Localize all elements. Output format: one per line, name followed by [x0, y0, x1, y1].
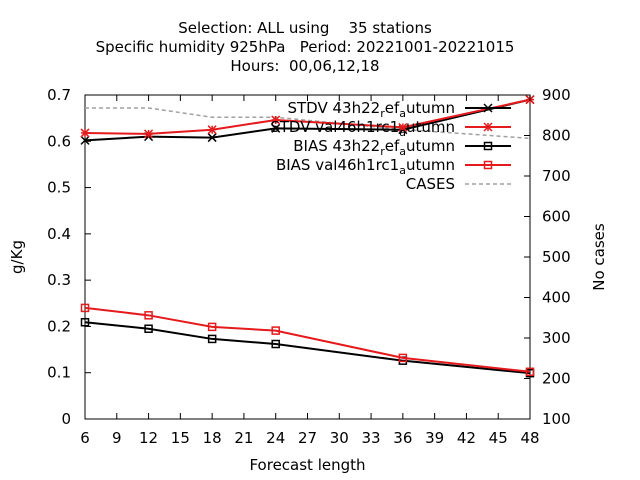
legend-label: STDV 43h22refautumn	[288, 99, 456, 120]
title-line-2: Specific humidity 925hPa Period: 2022100…	[96, 38, 515, 56]
legend-label: CASES	[406, 175, 455, 193]
axis-ticks: 6 9 12 15 18 21 24 27 30 33 36 39 42 45 48 0 0.1 0.2 0.3 0.…	[47, 86, 571, 447]
y-tick-label: 0.7	[47, 86, 71, 104]
x-tick-label: 48	[520, 429, 539, 447]
y-tick-label: 0	[61, 410, 71, 428]
data-point	[271, 326, 280, 335]
legend-marker	[483, 122, 493, 132]
x-tick-label: 9	[112, 429, 122, 447]
x-tick-label: 21	[234, 429, 253, 447]
legend-marker	[483, 160, 493, 170]
y-tick-label: 0.6	[47, 132, 71, 150]
data-point	[207, 125, 217, 135]
y2-tick-label: 100	[542, 410, 571, 428]
x-tick-label: 39	[425, 429, 444, 447]
legend-entry: STDV 43h22refautumn	[288, 99, 511, 120]
data-point	[398, 353, 408, 363]
x-tick-label: 12	[139, 429, 158, 447]
x-tick-label: 30	[330, 429, 349, 447]
data-point	[80, 318, 90, 327]
y2-tick-label: 200	[542, 370, 571, 388]
legend-label: BIAS val46h1rc1autumn	[276, 156, 455, 177]
title-line-3: Hours: 00,06,12,18	[230, 57, 379, 75]
y2-axis-label: No cases	[590, 223, 608, 291]
data-point	[80, 135, 90, 145]
data-point	[525, 367, 535, 377]
series-line	[84, 98, 531, 135]
legend-label: STDV val46h1rc1autumn	[270, 118, 455, 139]
x-tick-label: 15	[171, 429, 190, 447]
data-point	[398, 122, 408, 132]
y-tick-label: 0.2	[47, 317, 71, 335]
x-tick-label: 45	[489, 429, 508, 447]
legend-label: BIAS 43h22refautumn	[293, 137, 455, 158]
data-point	[271, 339, 280, 349]
legend-entry: BIAS val46h1rc1autumn	[276, 156, 511, 177]
legend-entry: STDV val46h1rc1autumn	[270, 118, 511, 139]
series-2	[80, 318, 535, 378]
y-tick-label: 0.1	[47, 364, 71, 382]
x-tick-label: 42	[457, 429, 476, 447]
x-tick-label: 27	[298, 429, 317, 447]
series-line	[84, 306, 531, 373]
y2-tick-label: 700	[542, 167, 571, 185]
y-tick-label: 0.4	[47, 225, 71, 243]
legend-entry: BIAS 43h22refautumn	[293, 137, 511, 158]
x-tick-label: 18	[203, 429, 222, 447]
y2-tick-label: 400	[542, 289, 571, 307]
data-point	[144, 311, 153, 320]
y2-tick-label: 800	[542, 127, 571, 145]
y2-tick-label: 500	[542, 248, 571, 266]
title-line-1: Selection: ALL using 35 stations	[178, 19, 432, 37]
legend-marker	[483, 103, 493, 113]
legend-marker	[483, 141, 493, 151]
x-tick-label: 24	[266, 429, 285, 447]
data-point	[271, 123, 281, 133]
series-line	[84, 321, 531, 375]
y-tick-label: 0.5	[47, 179, 71, 197]
data-point	[207, 133, 217, 143]
data-point	[271, 115, 281, 125]
chart-title: Selection: ALL using 35 stationsSpecific…	[96, 19, 515, 75]
y2-tick-label: 300	[542, 329, 571, 347]
series-4	[85, 107, 531, 140]
data-point	[207, 334, 217, 344]
x-tick-label: 33	[362, 429, 381, 447]
data-point	[144, 129, 154, 139]
y2-tick-label: 900	[542, 86, 571, 104]
y-tick-label: 0.3	[47, 271, 71, 289]
series-layer	[80, 95, 535, 378]
data-point	[144, 324, 153, 333]
data-point	[80, 303, 90, 313]
x-axis-label: Forecast length	[249, 456, 365, 474]
series-line	[85, 107, 531, 140]
x-tick-label: 6	[80, 429, 90, 447]
legend-entry: CASES	[406, 175, 511, 193]
x-tick-label: 36	[393, 429, 412, 447]
series-3	[80, 303, 535, 377]
data-point	[80, 128, 90, 138]
data-point	[207, 322, 217, 332]
y-axis-label: g/Kg	[8, 240, 26, 274]
series-line	[84, 98, 531, 142]
y2-tick-label: 600	[542, 208, 571, 226]
